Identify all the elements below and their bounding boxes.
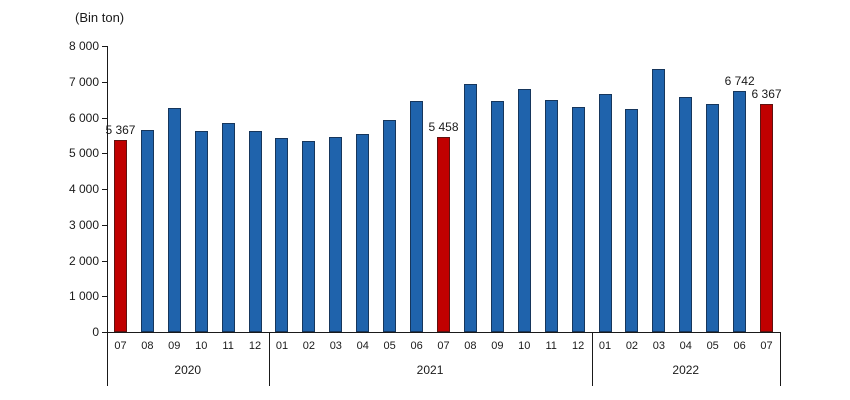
y-axis-tick-label: 1 000 <box>68 289 99 304</box>
unit-label: (Bin ton) <box>75 10 125 25</box>
y-axis-tick <box>102 224 107 226</box>
bar-2020-11 <box>221 122 235 332</box>
month-tick-label: 02 <box>302 340 316 352</box>
y-axis-tick <box>102 153 107 155</box>
y-axis-tick-label: 7 000 <box>68 74 99 89</box>
bar-2021-03 <box>329 137 343 332</box>
year-group-separator <box>780 332 781 386</box>
year-label-2020: 2020 <box>174 363 202 377</box>
month-tick-label: 01 <box>598 340 612 352</box>
y-axis-tick <box>102 260 107 262</box>
bar-2021-12 <box>571 107 585 332</box>
bar-2022-01 <box>598 94 612 332</box>
month-tick-label: 02 <box>625 340 639 352</box>
x-axis-line <box>107 332 780 333</box>
month-tick-label: 11 <box>222 340 234 352</box>
y-axis-tick-label: 2 000 <box>68 253 99 268</box>
month-tick-label: 09 <box>168 340 181 352</box>
month-tick-label: 01 <box>275 340 289 352</box>
month-tick-label: 03 <box>652 340 665 352</box>
bar-2022-06 <box>733 90 747 332</box>
y-axis-tick <box>102 332 107 333</box>
y-axis-tick-label: 3 000 <box>68 217 99 232</box>
month-tick-label: 08 <box>464 340 477 352</box>
bar-2021-02 <box>302 141 316 332</box>
month-tick-label: 11 <box>545 340 557 352</box>
bar-2021-06 <box>410 101 424 332</box>
y-axis-tick-label: 8 000 <box>68 39 99 53</box>
bar-2021-08 <box>463 83 477 332</box>
bar-2022-03 <box>652 69 666 332</box>
y-axis-tick <box>102 296 107 298</box>
year-group-separator <box>591 332 593 386</box>
month-tick-label: 03 <box>329 340 342 352</box>
month-tick-label: 05 <box>706 340 719 352</box>
bar-2021-09 <box>490 101 504 332</box>
year-group-separator <box>107 332 108 386</box>
month-tick-label: 04 <box>679 340 692 352</box>
month-tick-label: 10 <box>195 340 208 352</box>
month-tick-label: 07 <box>114 340 127 352</box>
bar-2020-07 <box>113 140 127 332</box>
month-tick-label: 09 <box>491 340 504 352</box>
bar-2022-02 <box>625 109 639 332</box>
y-axis-tick-label: 5 000 <box>68 146 99 161</box>
bar-2020-08 <box>140 130 154 332</box>
month-tick-label: 08 <box>141 340 154 352</box>
y-axis-tick <box>102 189 107 190</box>
bar-2021-07 <box>437 136 450 332</box>
bar-2021-10 <box>517 88 531 332</box>
bar-value-label: 5 458 <box>428 119 459 134</box>
bar-2021-04 <box>356 134 370 332</box>
bar-value-label: 6 367 <box>751 87 782 102</box>
bar-2020-12 <box>248 131 262 332</box>
month-tick-label: 06 <box>410 340 423 352</box>
y-axis-line <box>107 46 108 332</box>
bar-2022-07 <box>760 104 774 332</box>
y-axis-tick-label: 6 000 <box>68 110 99 125</box>
year-group-separator <box>268 332 270 386</box>
y-axis-tick <box>102 117 107 119</box>
bar-2021-01 <box>275 137 289 332</box>
y-axis-tick <box>102 46 107 47</box>
bar-2021-11 <box>544 100 558 332</box>
month-tick-label: 07 <box>760 340 773 352</box>
year-label-2021: 2021 <box>416 363 444 377</box>
month-tick-label: 12 <box>571 340 585 352</box>
bar-2020-09 <box>167 107 181 332</box>
year-label-2022: 2022 <box>672 363 700 377</box>
bar-2021-05 <box>383 120 397 332</box>
y-axis-tick <box>102 81 107 83</box>
month-tick-label: 10 <box>518 340 531 352</box>
bar-2020-10 <box>194 131 208 332</box>
month-tick-label: 07 <box>437 340 450 352</box>
month-tick-label: 04 <box>356 340 369 352</box>
bar-2022-05 <box>706 103 720 332</box>
bar-2022-04 <box>679 96 693 332</box>
month-tick-label: 05 <box>383 340 396 352</box>
month-tick-label: 06 <box>733 340 746 352</box>
y-axis-tick-label: 4 000 <box>68 182 99 196</box>
bar-value-label: 5 367 <box>105 123 136 138</box>
month-tick-label: 12 <box>248 340 262 352</box>
bar-value-label: 6 742 <box>724 73 755 88</box>
y-axis-tick-label: 0 <box>92 325 99 339</box>
